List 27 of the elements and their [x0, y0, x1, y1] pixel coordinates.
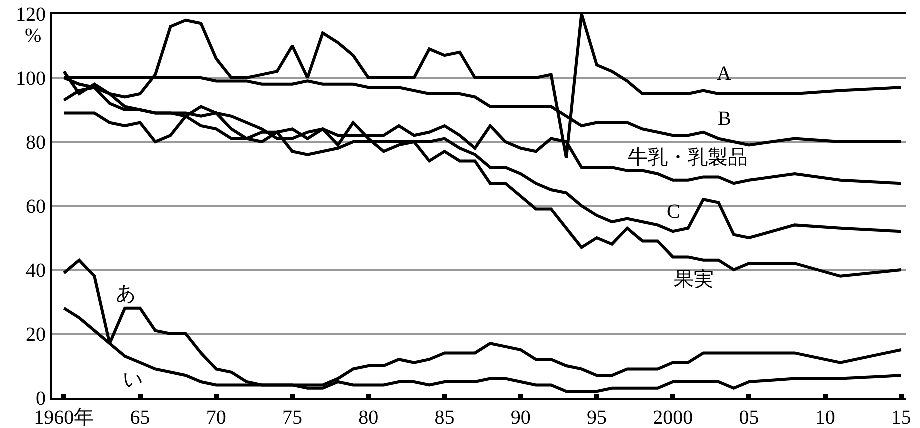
x-tick-label: 85 [434, 407, 455, 428]
x-tick-label: 95 [586, 407, 607, 428]
series-label: あ [116, 283, 136, 305]
y-tick-label: 100 [16, 68, 46, 90]
series-label: C [667, 201, 680, 223]
y-tick-label: 60 [26, 196, 46, 218]
series-label: B [718, 108, 732, 130]
series-label: 牛乳・乳製品 [628, 147, 748, 169]
y-axis-title: % [25, 25, 42, 47]
y-tick-label: 80 [26, 132, 46, 154]
x-tick-label: 80 [358, 407, 379, 428]
series-label: い [123, 369, 143, 391]
y-tick-label: 0 [36, 388, 46, 410]
x-tick-label: 10 [815, 407, 836, 428]
x-tick-label: 2000 [653, 407, 694, 428]
y-tick-label: 120 [16, 4, 46, 26]
x-tick-label: 75 [282, 407, 303, 428]
x-tick-label: 1960年 [34, 407, 94, 428]
x-tick-label: 70 [206, 407, 226, 428]
series-label: A [717, 63, 732, 85]
x-tick-label: 05 [739, 407, 760, 428]
y-tick-label: 40 [26, 260, 46, 282]
x-tick-label: 15 [891, 407, 912, 428]
x-tick-label: 90 [510, 407, 531, 428]
series-label: 果実 [674, 268, 714, 291]
x-tick-label: 65 [130, 407, 150, 428]
y-tick-label: 20 [26, 324, 46, 346]
